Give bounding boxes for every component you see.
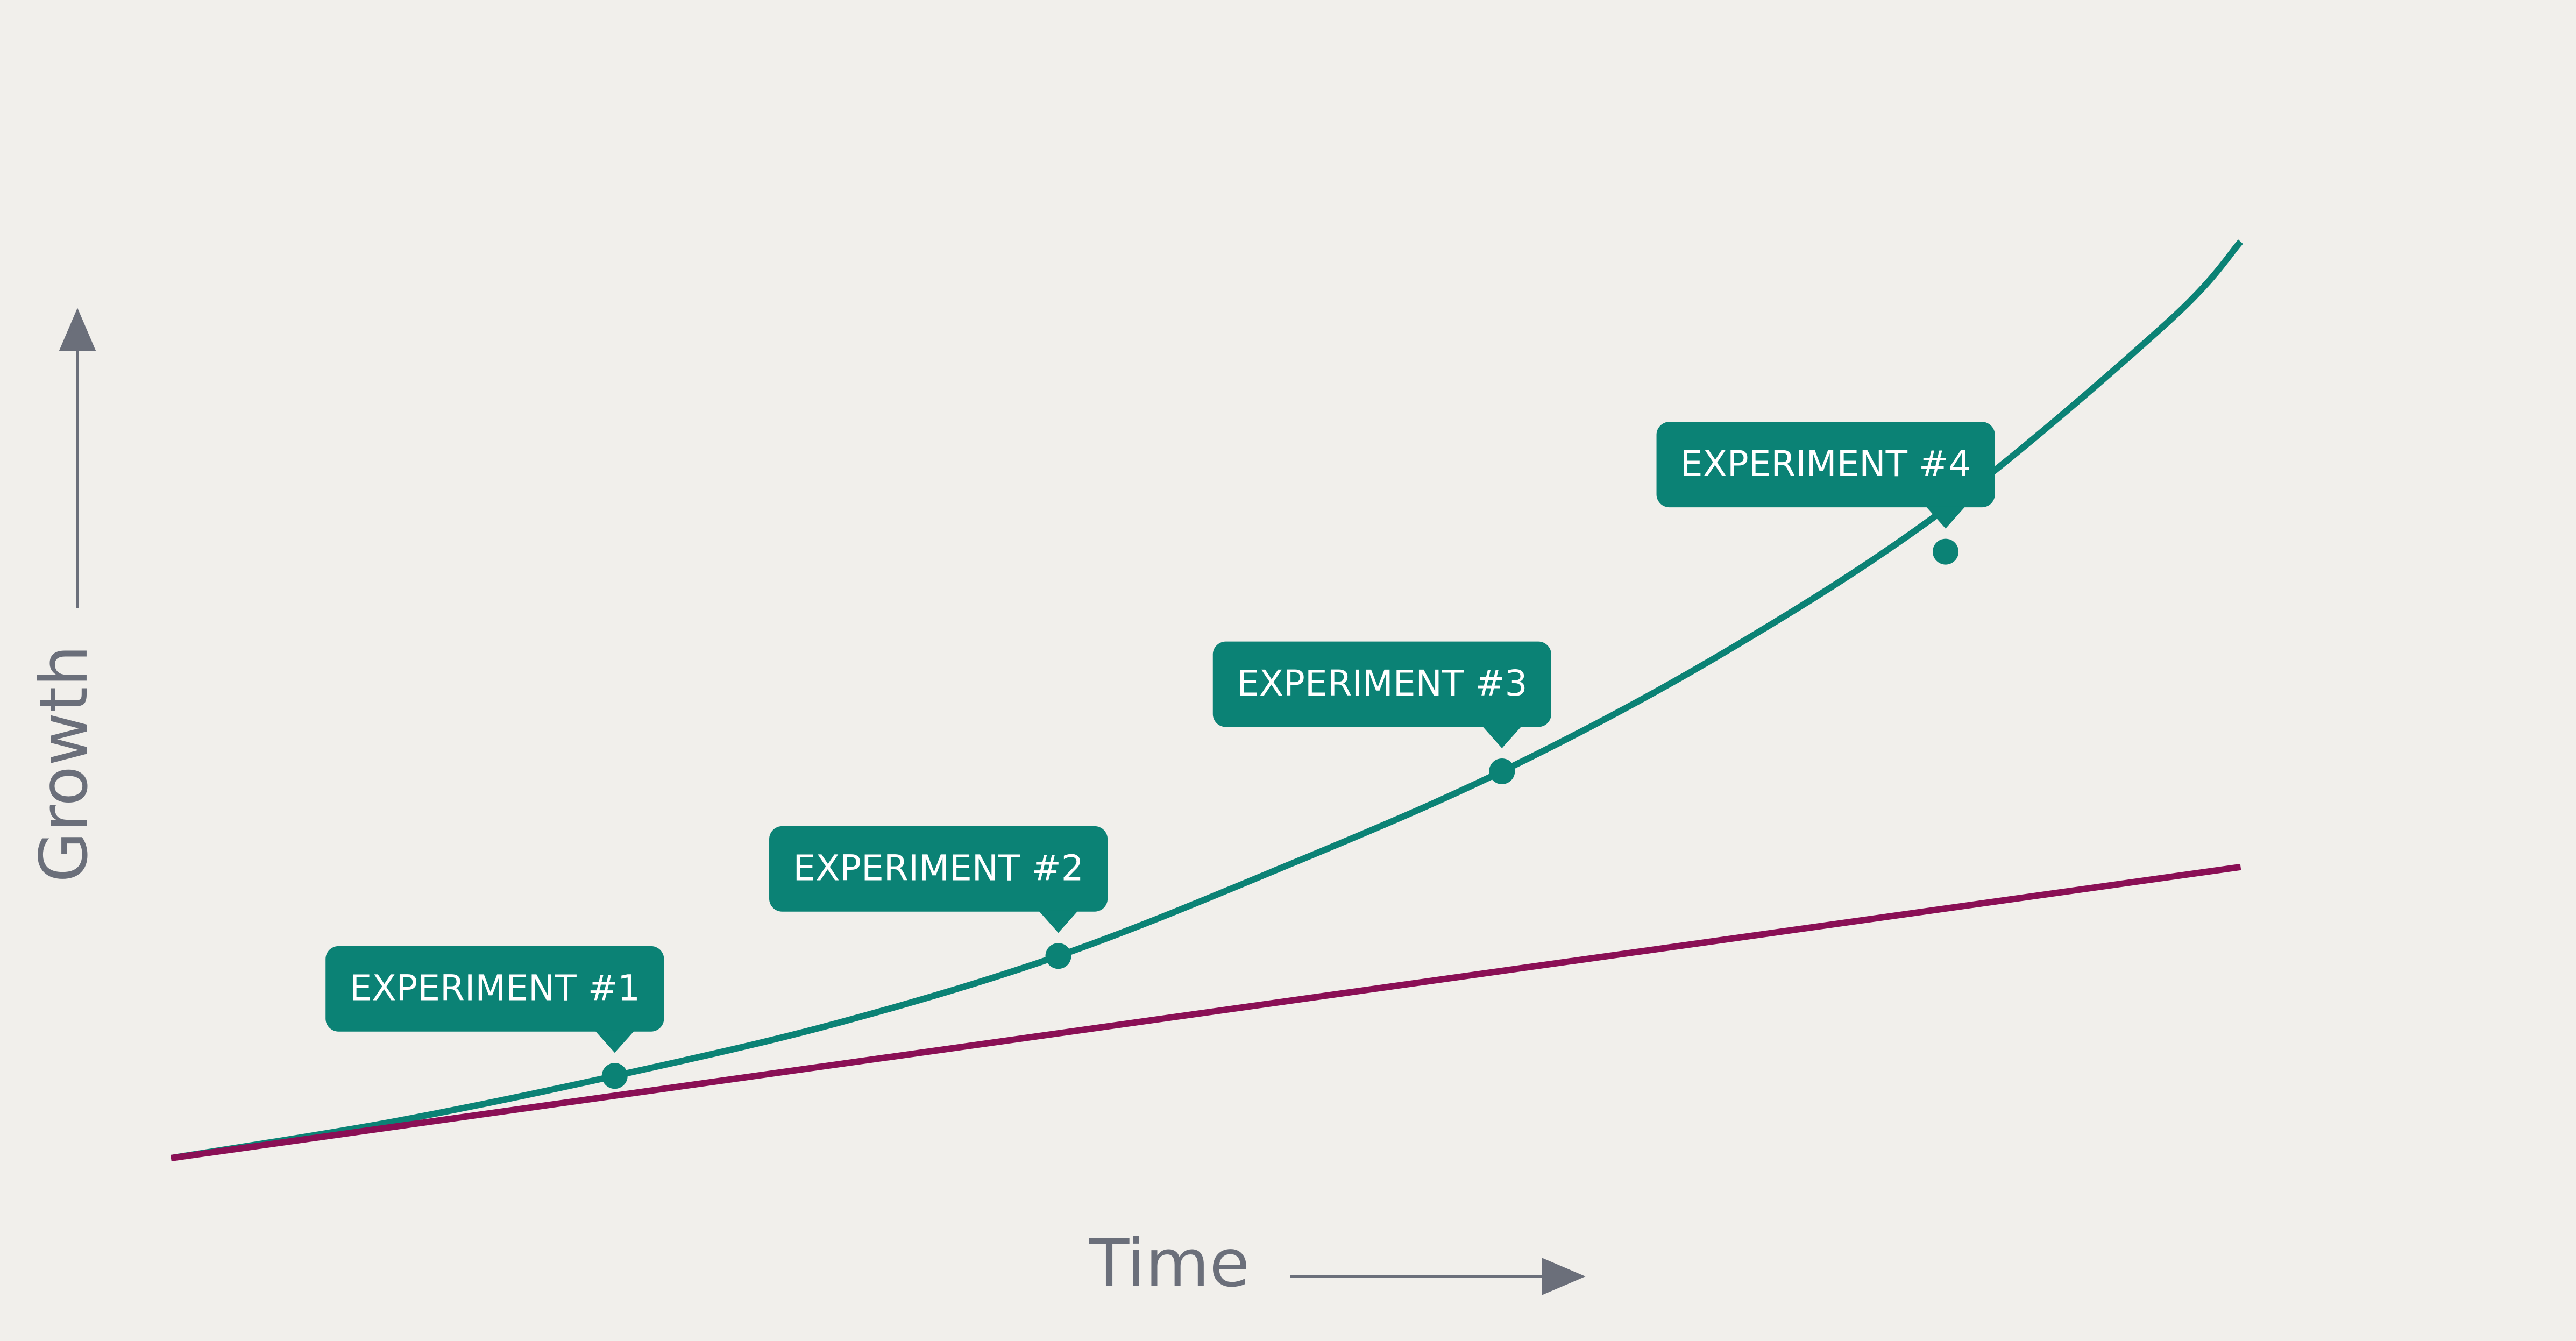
x-axis-arrow bbox=[1290, 1258, 1586, 1295]
experiment-point bbox=[1489, 758, 1515, 784]
callout-box bbox=[1656, 422, 1995, 508]
experiment-point bbox=[1933, 538, 1959, 565]
x-axis-label: Time bbox=[1089, 1225, 1250, 1302]
callout-label: EXPERIMENT #3 bbox=[1237, 663, 1527, 704]
callout-box bbox=[325, 946, 664, 1032]
callout-label: EXPERIMENT #4 bbox=[1680, 443, 1971, 485]
y-axis-label: Growth bbox=[26, 645, 102, 883]
callout-pointer bbox=[1038, 910, 1078, 933]
callout-pointer bbox=[1926, 506, 1966, 529]
experiment-point bbox=[601, 1063, 628, 1089]
y-axis-arrow bbox=[59, 308, 96, 608]
callout-box bbox=[769, 826, 1108, 912]
callout-pointer bbox=[1482, 726, 1522, 748]
callout-pointer bbox=[594, 1030, 635, 1053]
series-line bbox=[171, 863, 2241, 1161]
annotations: EXPERIMENT #1 EXPERIMENT #2 EXPERIMENT #3 E… bbox=[325, 422, 1995, 1089]
callout-label: EXPERIMENT #1 bbox=[350, 967, 640, 1009]
callout-label: EXPERIMENT #2 bbox=[793, 847, 1083, 889]
callout-box bbox=[1212, 641, 1551, 727]
experiment-point bbox=[1045, 943, 1071, 969]
